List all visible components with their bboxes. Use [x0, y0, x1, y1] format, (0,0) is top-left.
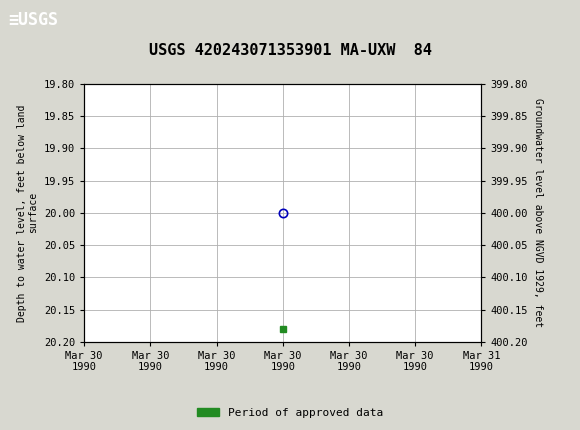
Y-axis label: Groundwater level above NGVD 1929, feet: Groundwater level above NGVD 1929, feet [534, 98, 543, 327]
Legend: Period of approved data: Period of approved data [193, 403, 387, 422]
Text: USGS 420243071353901 MA-UXW  84: USGS 420243071353901 MA-UXW 84 [148, 43, 432, 58]
Y-axis label: Depth to water level, feet below land
surface: Depth to water level, feet below land su… [17, 104, 38, 322]
Text: ≡USGS: ≡USGS [9, 12, 59, 29]
